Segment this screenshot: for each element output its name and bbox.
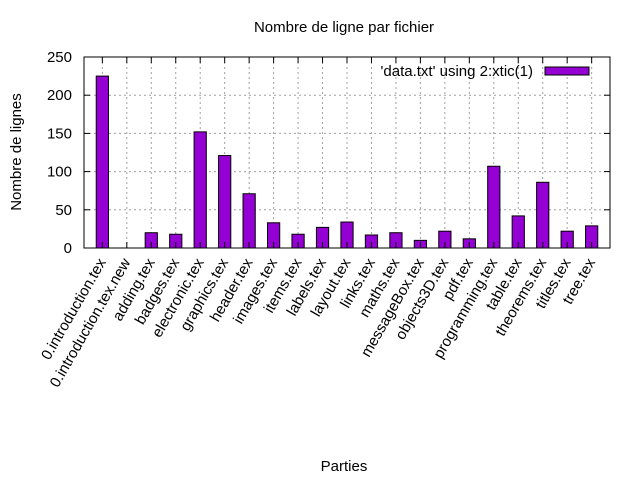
- x-axis-label: Parties: [321, 458, 368, 475]
- y-tick-label: 100: [47, 164, 72, 181]
- y-tick-label: 150: [47, 125, 72, 142]
- y-tick-label: 200: [47, 87, 72, 104]
- grid: [84, 57, 610, 248]
- bar: [193, 131, 207, 249]
- legend-label: 'data.txt' using 2:xtic(1): [381, 63, 533, 80]
- bar: [536, 181, 550, 249]
- bar: [242, 193, 256, 249]
- y-axis-label: Nombre de lignes: [8, 93, 25, 211]
- chart-title: Nombre de ligne par fichier: [254, 19, 434, 36]
- bar: [95, 75, 109, 249]
- legend-swatch: [544, 66, 590, 76]
- y-tick-label: 50: [55, 202, 72, 219]
- y-tick-label: 0: [64, 240, 72, 257]
- bar: [218, 155, 232, 249]
- legend: 'data.txt' using 2:xtic(1): [381, 63, 590, 80]
- bar: [487, 165, 501, 249]
- y-tick-label: 250: [47, 49, 72, 66]
